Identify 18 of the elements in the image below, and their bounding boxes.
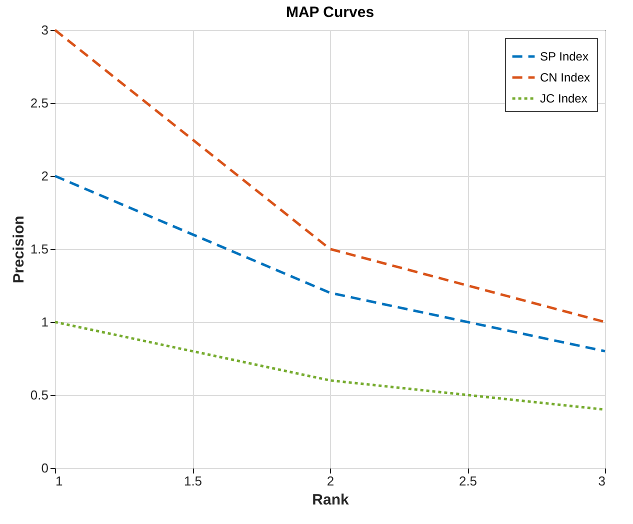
y-tick-label: 1 (41, 314, 48, 330)
y-tick-label: 0 (41, 460, 48, 476)
x-tick-label: 1.5 (184, 474, 202, 488)
legend-label: JC Index (540, 92, 588, 106)
y-tick-label: 0.5 (30, 388, 48, 402)
legend-label: CN Index (540, 70, 590, 84)
y-tick-label: 2 (41, 168, 48, 184)
y-tick-label: 3 (41, 22, 48, 38)
x-tick-label: 2.5 (458, 474, 478, 488)
chart-title: MAP Curves (286, 4, 374, 21)
y-tick-label: 1.5 (30, 242, 48, 256)
x-tick-label: 3 (598, 474, 606, 488)
x-tick-label: 1 (56, 474, 63, 488)
x-axis-title: Rank (312, 492, 350, 508)
legend-label: SP Index (540, 50, 588, 64)
x-tick-label: 2 (326, 474, 334, 488)
y-tick-label: 2.5 (30, 96, 48, 110)
y-axis-title: Precision (10, 216, 28, 284)
